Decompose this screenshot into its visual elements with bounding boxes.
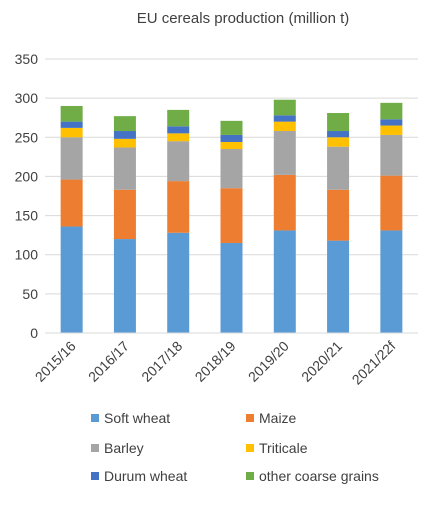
legend-label: Barley xyxy=(104,440,144,456)
legend-swatch xyxy=(246,472,254,480)
bar-segment xyxy=(113,116,136,132)
bar-segment xyxy=(327,131,350,138)
y-axis: 0 50 100 150 200 250 300 350 xyxy=(15,51,39,341)
legend-swatch xyxy=(91,444,99,452)
x-tick-label: 2019/20 xyxy=(245,338,292,385)
bar-segment xyxy=(380,175,403,231)
bar-segment xyxy=(273,99,296,116)
bar-segment xyxy=(380,119,403,126)
y-tick-label: 100 xyxy=(15,247,39,263)
bar-segment xyxy=(220,134,243,142)
bar-segment xyxy=(60,121,83,128)
bar-segment xyxy=(113,239,136,333)
bar-segment xyxy=(327,113,350,132)
bar-segment xyxy=(60,137,83,180)
y-tick-label: 50 xyxy=(22,286,38,302)
bar-segment xyxy=(273,230,296,333)
bar-segment xyxy=(220,188,243,243)
bar-segment xyxy=(380,102,403,120)
bar-segment xyxy=(327,189,350,241)
legend-label: Soft wheat xyxy=(104,410,170,426)
bar-segment xyxy=(113,189,136,240)
legend: Soft wheat Maize Barley Triticale Durum whea… xyxy=(91,410,379,484)
x-tick-label: 2017/18 xyxy=(138,338,185,385)
legend-swatch xyxy=(91,414,99,422)
bar-segment xyxy=(167,133,190,142)
bar-segment xyxy=(60,226,83,333)
bar-segment xyxy=(220,141,243,150)
legend-swatch xyxy=(246,414,254,422)
bar-segment xyxy=(113,138,136,148)
legend-swatch xyxy=(246,444,254,452)
bar-segment xyxy=(220,242,243,333)
bar-segment xyxy=(167,232,190,333)
legend-label: other coarse grains xyxy=(259,468,379,484)
x-tick-label: 2020/21 xyxy=(298,338,345,385)
bar-segment xyxy=(167,109,190,127)
chart-title: EU cereals production (million t) xyxy=(137,10,350,27)
bar-segment xyxy=(380,134,403,176)
bar-segment xyxy=(167,126,190,134)
y-tick-label: 350 xyxy=(15,51,39,67)
bar-segment xyxy=(167,181,190,233)
bar-segment xyxy=(327,240,350,333)
bar-segment xyxy=(60,179,83,227)
bar-segment xyxy=(273,121,296,132)
bars xyxy=(60,99,403,333)
x-tick-label: 2015/16 xyxy=(32,338,79,385)
bar-segment xyxy=(273,174,296,231)
bar-segment xyxy=(380,125,403,135)
legend-label: Maize xyxy=(259,410,297,426)
y-tick-label: 150 xyxy=(15,208,39,224)
bar-segment xyxy=(113,131,136,139)
bar-segment xyxy=(60,105,83,122)
y-tick-label: 0 xyxy=(30,325,38,341)
x-tick-label: 2021/22f xyxy=(349,338,399,388)
bar-segment xyxy=(167,141,190,182)
legend-label: Triticale xyxy=(259,440,308,456)
legend-swatch xyxy=(91,472,99,480)
bar-segment xyxy=(113,147,136,190)
x-axis: 2015/16 2016/17 2017/18 2018/19 2019/20 2020/… xyxy=(32,332,418,388)
x-tick-label: 2018/19 xyxy=(192,338,239,385)
legend-label: Durum wheat xyxy=(104,468,187,484)
bar-segment xyxy=(273,131,296,175)
bar-segment xyxy=(327,146,350,190)
y-tick-label: 300 xyxy=(15,90,39,106)
bar-segment xyxy=(60,127,83,138)
bar-segment xyxy=(273,115,296,122)
bar-segment xyxy=(327,137,350,147)
bar-segment xyxy=(380,230,403,333)
bar-segment xyxy=(220,120,243,135)
bar-segment xyxy=(220,149,243,189)
y-tick-label: 250 xyxy=(15,129,39,145)
y-tick-label: 200 xyxy=(15,168,39,184)
x-tick-label: 2016/17 xyxy=(85,338,132,385)
